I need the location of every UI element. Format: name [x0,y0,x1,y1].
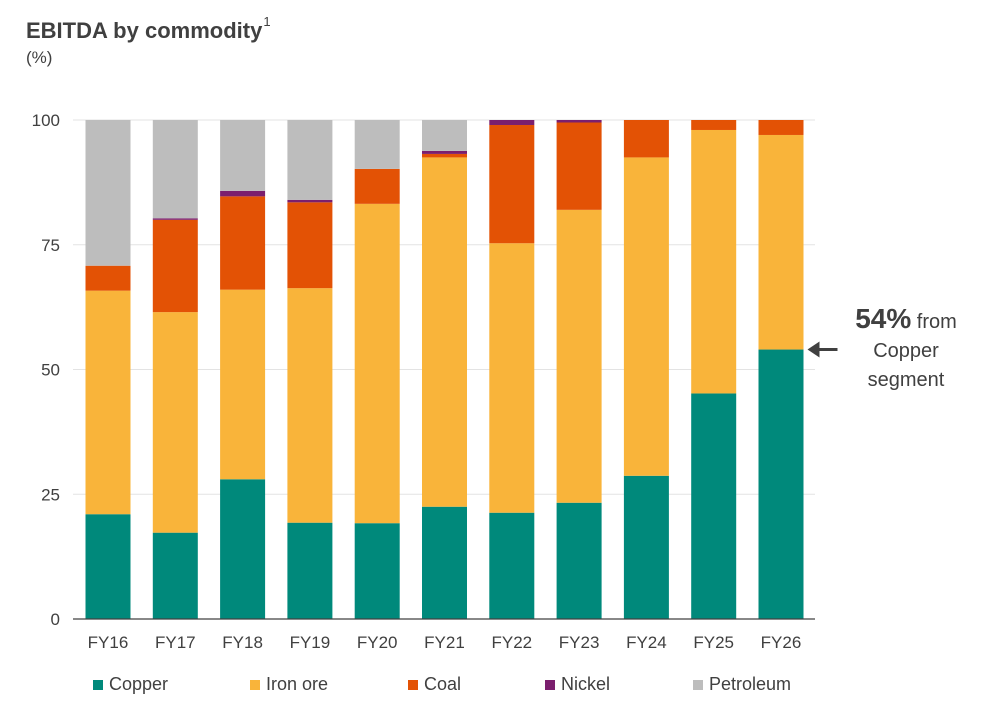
legend-label: Coal [424,674,462,694]
legend-item-coal: Coal [408,674,461,695]
bar-iron-ore-fy19 [287,288,333,523]
unit-label: (%) [26,48,53,67]
annotation-line-3: segment [867,369,945,391]
bar-petroleum-fy17 [152,120,198,219]
bar-coal-fy21 [422,153,467,158]
legend: Copper Iron ore Coal Nickel Petroleum [0,674,995,698]
bar-iron-ore-fy26 [758,134,804,350]
x-tick-label: FY18 [222,633,263,652]
bar-iron-ore-fy20 [354,203,400,524]
x-tick-label: FY20 [357,633,398,652]
bar-copper-fy24 [623,475,669,619]
x-tick-label: FY23 [559,633,600,652]
bar-coal-fy24 [623,120,669,158]
y-tick-label: 50 [41,361,60,380]
bar-nickel-fy23 [556,120,602,123]
legend-swatch [408,679,418,690]
bar-nickel-fy18 [220,190,266,197]
bar-iron-ore-fy25 [691,129,737,394]
bar-copper-fy18 [220,479,266,619]
legend-item-copper: Copper [93,674,168,695]
annotation-text-1: from [916,311,957,333]
bar-iron-ore-fy23 [556,209,602,503]
arrow-head [807,341,820,358]
legend-label: Iron ore [266,674,329,694]
y-tick-label: 75 [41,236,60,255]
bar-copper-fy21 [422,506,467,619]
title-footnote-marker: 1 [263,14,271,29]
legend-item-iron-ore: Iron ore [250,674,328,695]
bar-coal-fy23 [556,122,602,210]
x-tick-label: FY16 [88,633,129,652]
x-tick-label: FY22 [491,633,532,652]
bar-petroleum-fy21 [422,120,467,151]
annotation-arrow [807,341,838,358]
bar-nickel-fy21 [422,150,467,154]
legend-item-petroleum: Petroleum [693,674,791,695]
bar-copper-fy26 [758,349,804,619]
legend-swatch [693,679,703,690]
bar-coal-fy19 [287,202,333,289]
legend-item-nickel: Nickel [545,674,610,695]
legend-swatch [545,679,555,690]
bar-iron-ore-fy24 [623,157,669,476]
bar-iron-ore-fy22 [489,243,535,513]
bars [85,120,804,619]
legend-swatch [250,679,260,690]
bar-petroleum-fy16 [85,120,131,266]
x-tick-label: FY26 [761,633,802,652]
x-tick-label: FY17 [155,633,196,652]
bar-copper-fy23 [556,502,602,619]
bar-nickel-fy22 [489,120,535,125]
bar-copper-fy17 [152,532,198,619]
chart-title-text: EBITDA by commodity [26,18,263,43]
chart-title: EBITDA by commodity1 [26,14,271,44]
bar-copper-fy20 [354,523,400,619]
x-tick-label: FY19 [290,633,331,652]
x-tick-label: FY25 [693,633,734,652]
legend-label: Petroleum [709,674,792,694]
bar-coal-fy20 [354,168,400,204]
bar-iron-ore-fy17 [152,312,198,533]
bar-nickel-fy17 [152,218,198,220]
x-tick-label: FY24 [626,633,667,652]
copper-annotation: 54% from Copper segment [836,304,976,395]
bar-copper-fy25 [691,393,737,619]
bar-coal-fy17 [152,219,198,313]
legend-swatch [93,679,103,690]
bar-coal-fy26 [758,120,804,135]
y-tick-label: 0 [51,610,60,629]
x-tick-label: FY21 [424,633,465,652]
bar-iron-ore-fy16 [85,290,131,515]
bar-coal-fy18 [220,196,266,290]
y-tick-label: 100 [32,111,60,130]
bar-iron-ore-fy18 [220,289,266,480]
bar-petroleum-fy20 [354,120,400,169]
y-tick-label: 25 [41,485,60,504]
annotation-highlight: 54% [855,303,912,334]
bar-coal-fy25 [691,120,737,130]
bar-copper-fy22 [489,512,535,619]
annotation-line-1: 54% from [836,304,976,337]
legend-label: Nickel [561,674,611,694]
annotation-line-2: Copper [873,340,939,362]
bar-coal-fy16 [85,265,131,291]
bar-nickel-fy19 [287,199,333,203]
stacked-bar-chart: 0 25 50 75 100 FY16 FY17 FY18 FY19 FY20 FY21 FY22 FY… [32,111,838,652]
bar-petroleum-fy18 [220,120,266,191]
axes: 0 25 50 75 100 FY16 FY17 FY18 FY19 FY20 FY21 FY22 FY… [32,111,815,652]
bar-copper-fy16 [85,514,131,619]
bar-petroleum-fy19 [287,120,333,200]
bar-copper-fy19 [287,522,333,619]
bar-coal-fy22 [489,124,535,244]
legend-label: Copper [109,674,169,694]
bar-iron-ore-fy21 [422,157,467,507]
